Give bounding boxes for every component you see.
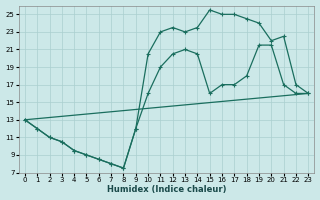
X-axis label: Humidex (Indice chaleur): Humidex (Indice chaleur) (107, 185, 226, 194)
